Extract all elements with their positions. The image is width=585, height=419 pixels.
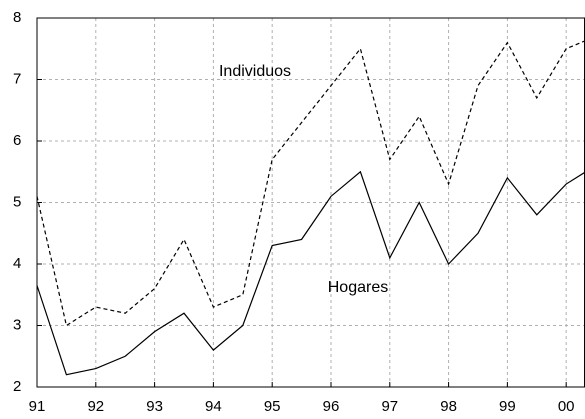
y-tick-label: 7 xyxy=(13,70,21,87)
x-tick-label: 93 xyxy=(146,398,163,415)
plot-area xyxy=(37,40,585,376)
x-tick-label: 94 xyxy=(205,398,222,415)
series-line xyxy=(37,40,585,327)
x-tick-label: 92 xyxy=(87,398,104,415)
x-tick-label: 99 xyxy=(499,398,516,415)
x-tick-label: 95 xyxy=(264,398,281,415)
y-tick-label: 2 xyxy=(13,378,21,395)
x-tick-label: 98 xyxy=(440,398,457,415)
grid xyxy=(36,17,585,388)
labels: 2 3 4 5 6 7 8 91 92 93 94 95 96 97 98 99 00 Individuos Hog… xyxy=(13,9,575,415)
x-tick-label: 97 xyxy=(381,398,398,415)
x-tick-label: 96 xyxy=(323,398,340,415)
series-line xyxy=(37,170,585,376)
series-label: Hogares xyxy=(328,279,388,296)
y-tick-label: 6 xyxy=(13,132,21,149)
y-tick-label: 8 xyxy=(13,9,21,26)
y-tick-label: 3 xyxy=(13,316,21,333)
plot-frame xyxy=(36,17,585,388)
y-tick-label: 5 xyxy=(13,193,21,210)
x-tick-label: 00 xyxy=(558,398,575,415)
x-tick-label: 91 xyxy=(29,398,46,415)
y-tick-label: 4 xyxy=(13,255,21,272)
series-label: Individuos xyxy=(219,63,291,80)
